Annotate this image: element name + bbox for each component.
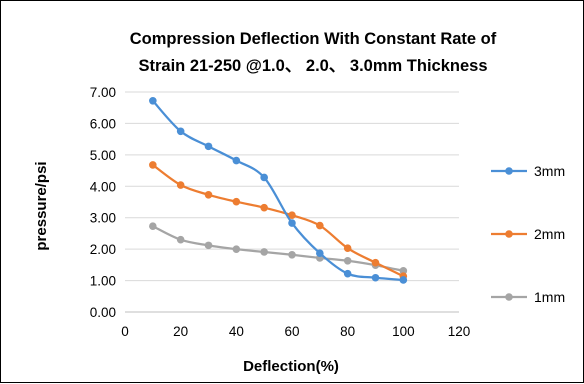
data-point-1mm — [176, 235, 185, 244]
x-tick-label: 20 — [173, 324, 188, 339]
data-point-3mm — [176, 127, 185, 136]
data-point-3mm — [399, 276, 408, 284]
data-point-3mm — [232, 156, 241, 165]
data-point-2mm — [260, 203, 268, 212]
x-tick-label: 40 — [229, 324, 244, 339]
data-point-1mm — [343, 256, 352, 265]
legend-label-1mm: 1mm — [534, 289, 565, 305]
data-point-2mm — [176, 181, 185, 189]
legend-label-2mm: 2mm — [534, 226, 565, 242]
y-tick-label: 6.00 — [90, 116, 116, 131]
x-tick-label: 0 — [121, 324, 129, 339]
x-axis-title: Deflection(%) — [243, 358, 339, 375]
data-point-3mm — [288, 219, 296, 227]
y-axis-title: pressure/psi — [33, 161, 50, 250]
x-tick-label: 120 — [448, 324, 471, 339]
legend: 3mm 2mm 1mm — [491, 163, 565, 305]
data-point-3mm — [371, 273, 380, 282]
series-lines — [149, 97, 408, 284]
series-line-3mm — [151, 100, 404, 282]
data-point-3mm — [260, 173, 268, 182]
y-tick-label: 5.00 — [90, 148, 116, 163]
y-tick-label: 1.00 — [90, 274, 116, 289]
legend-marker-3mm — [505, 167, 513, 175]
y-tick-label: 0.00 — [90, 305, 116, 320]
data-point-1mm — [288, 251, 296, 259]
data-point-1mm — [149, 222, 157, 230]
series-line-1mm — [152, 225, 404, 272]
data-point-2mm — [316, 221, 324, 230]
data-point-2mm — [149, 161, 157, 169]
data-point-3mm — [343, 269, 352, 278]
data-point-2mm — [204, 190, 213, 199]
data-point-1mm — [260, 248, 268, 256]
data-point-1mm — [399, 267, 408, 275]
y-tick-label: 4.00 — [90, 179, 116, 194]
data-point-2mm — [232, 197, 241, 206]
tick-labels: 0.00 1.00 2.00 3.00 4.00 5.00 6.00 7.00 0 20 40 60 8… — [90, 85, 471, 339]
y-tick-label: 7.00 — [90, 85, 116, 100]
data-point-2mm — [371, 258, 380, 267]
legend-marker-2mm — [505, 230, 513, 238]
legend-marker-1mm — [505, 293, 513, 301]
x-tick-label: 60 — [284, 324, 299, 339]
data-point-3mm — [316, 249, 324, 258]
x-tick-label: 80 — [340, 324, 355, 339]
y-tick-label: 3.00 — [90, 211, 116, 226]
x-tick-label: 100 — [392, 324, 415, 339]
data-point-2mm — [288, 211, 296, 219]
data-point-3mm — [204, 142, 213, 151]
chart-title-line-1: Compression Deflection With Constant Rat… — [130, 30, 497, 48]
y-tick-label: 2.00 — [90, 242, 116, 257]
legend-label-3mm: 3mm — [534, 163, 565, 179]
chart-title-line-2: Strain 21-250 @1.0、 2.0、 3.0mm Thickness — [138, 57, 487, 75]
data-point-1mm — [204, 241, 213, 250]
series-line-2mm — [152, 163, 404, 278]
data-point-1mm — [232, 245, 241, 253]
data-point-2mm — [343, 244, 352, 252]
data-point-3mm — [149, 97, 157, 105]
